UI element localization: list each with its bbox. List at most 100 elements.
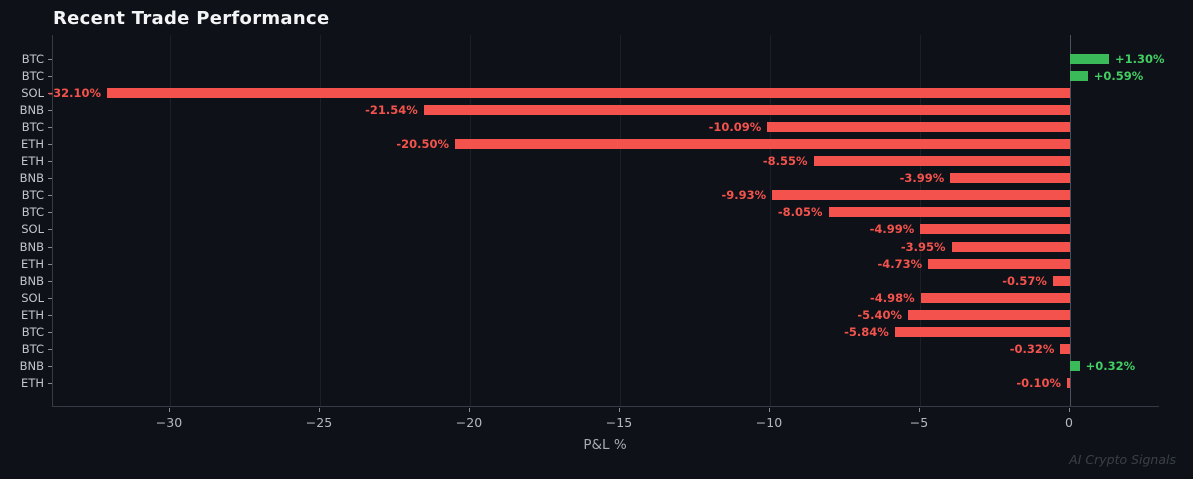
y-axis-tick [48,126,52,128]
y-axis-category-label: BTC [21,51,44,66]
y-axis-tick [48,109,52,111]
y-axis-tick [48,161,52,163]
pnl-bar[interactable] [928,258,1070,269]
x-axis-tick-label: −10 [755,415,783,430]
bar-row: BNB -21.54% [20,101,1159,118]
pnl-bar[interactable] [894,327,1070,338]
bar-value-label: -21.54% [365,102,418,117]
bar-row: SOL -32.10% [21,84,1159,101]
gridline [470,35,471,406]
bar-row: ETH -0.10% [21,375,1159,392]
gridline [770,35,771,406]
gridline [320,35,321,406]
x-axis: −30 −25 −20 −15 −10 −5 0 [52,407,1159,447]
pnl-bar[interactable] [920,292,1070,303]
y-axis-category-label: BNB [19,171,44,186]
pnl-bar[interactable] [908,309,1070,320]
pnl-bar[interactable] [767,121,1070,132]
pnl-bar[interactable] [1060,344,1070,355]
bar-value-label: -4.98% [869,290,915,305]
y-axis-category-label: ETH [21,376,44,391]
y-axis-category-label: BNB [19,359,44,374]
y-axis-category-label: BTC [21,325,44,340]
pnl-bar[interactable] [828,207,1070,218]
bar-row: ETH -4.73% [21,255,1159,272]
y-axis-tick [48,349,52,351]
pnl-bar[interactable] [423,104,1070,115]
y-axis-tick [48,332,52,334]
bar-row: BNB -3.99% [20,170,1159,187]
y-axis-category-label: BNB [19,273,44,288]
bar-row: ETH -20.50% [21,135,1159,152]
x-axis-tick-label: −15 [605,415,633,430]
x-axis-tick-label: −20 [455,415,483,430]
bar-row: BNB -3.95% [20,238,1159,255]
bar-value-label: -20.50% [396,137,449,152]
bar-value-label: +0.59% [1093,68,1144,83]
bar-row: BTC -8.05% [22,204,1159,221]
bar-row: BNB +0.32% [20,358,1159,375]
x-axis-tick [469,408,470,412]
y-axis-category-label: SOL [21,85,44,100]
y-axis-category-label: BTC [21,342,44,357]
pnl-bar[interactable] [813,156,1070,167]
pnl-bar[interactable] [951,241,1070,252]
bar-row: BTC -0.32% [22,341,1159,358]
y-axis-tick [48,212,52,214]
pnl-bar[interactable] [1070,53,1109,64]
gridline [920,35,921,406]
pnl-bar[interactable] [920,224,1070,235]
gridline [620,35,621,406]
y-axis-category-label: ETH [21,137,44,152]
pnl-bar[interactable] [455,139,1070,150]
pnl-bar[interactable] [950,173,1070,184]
bar-row: SOL -4.99% [21,221,1159,238]
y-axis-category-label: ETH [21,307,44,322]
y-axis-tick [48,92,52,94]
y-axis-tick [48,314,52,316]
pnl-bar[interactable] [1067,378,1070,389]
bar-row: BTC -9.93% [22,187,1159,204]
bar-value-label: -0.10% [1016,376,1061,391]
bar-value-label: -5.84% [844,325,889,340]
y-axis-category-label: SOL [21,222,44,237]
x-axis-tick-label: −5 [909,415,929,430]
bar-row: BTC +0.59% [22,67,1159,84]
pnl-bar[interactable] [1070,70,1088,81]
bar-value-label: -5.40% [857,307,902,322]
y-axis-category-label: BTC [21,205,44,220]
y-axis-tick [48,383,52,385]
bar-row: BTC +1.30% [22,50,1165,67]
x-axis-tick-label: 0 [1065,415,1073,430]
x-axis-tick [1069,408,1070,412]
bar-value-label: -32.10% [48,85,101,100]
bar-row: BTC -5.84% [22,324,1159,341]
bar-value-label: -8.05% [777,205,823,220]
pnl-bar[interactable] [1070,361,1080,372]
pnl-bar[interactable] [107,87,1070,98]
watermark-text: AI Crypto Signals [1069,452,1176,467]
bar-row: BNB -0.57% [20,272,1159,289]
bar-value-label: -4.99% [869,222,915,237]
x-axis-tick [619,408,620,412]
x-axis-tick [319,408,320,412]
y-axis-tick [48,75,52,77]
plot-area: BTC +1.30% BTC +0.59% SOL -32.10% BNB -21.54% BT… [20,35,1165,407]
y-axis-category-label: ETH [21,154,44,169]
x-axis-tick [919,408,920,412]
y-axis-category-label: BNB [19,239,44,254]
x-axis-tick-label: −25 [305,415,333,430]
y-axis-tick [48,246,52,248]
pnl-bar[interactable] [772,190,1070,201]
x-axis-tick [169,408,170,412]
y-axis-tick [48,297,52,299]
x-axis-tick-label: −30 [155,415,183,430]
y-axis-tick [48,280,52,282]
pnl-bar[interactable] [1052,275,1070,286]
bar-value-label: -0.57% [1002,273,1047,288]
bar-row: BTC -10.09% [22,118,1159,135]
y-axis-tick [48,366,52,368]
bar-rows-container: BTC +1.30% BTC +0.59% SOL -32.10% BNB -21.54% BT… [20,35,1165,406]
bar-row: ETH -5.40% [21,306,1159,323]
